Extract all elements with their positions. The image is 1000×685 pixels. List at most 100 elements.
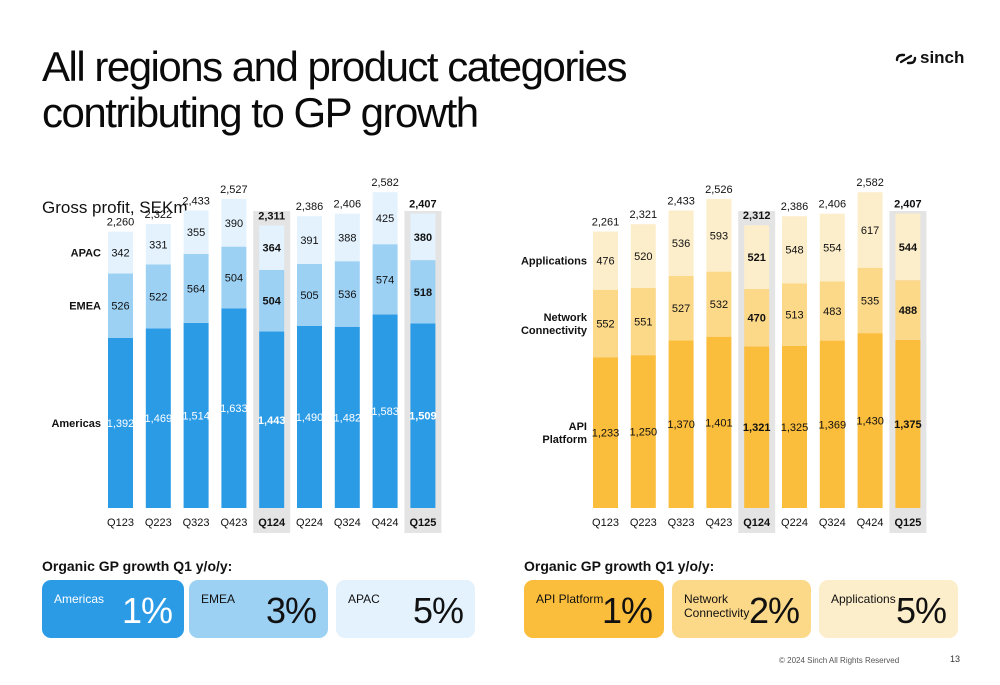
bar-label-Q323-2: 355 bbox=[187, 227, 205, 239]
bar-label-Q324-1: 536 bbox=[338, 289, 356, 301]
bar-americas-Q125 bbox=[410, 323, 436, 508]
bar-label-Q124-1: 470 bbox=[748, 313, 766, 325]
bar-network-connectivity-Q124 bbox=[744, 288, 770, 347]
bar-label-Q324-2: 554 bbox=[823, 243, 841, 255]
bar-emea-Q123 bbox=[108, 273, 133, 338]
logo-text: sinch bbox=[920, 48, 965, 67]
bar-label-Q323-0: 1,370 bbox=[667, 419, 695, 431]
bar-label-Q324-0: 1,369 bbox=[819, 419, 847, 431]
bar-label-Q424-0: 1,430 bbox=[856, 416, 884, 428]
bar-label-Q125-2: 544 bbox=[899, 242, 918, 254]
x-tick-label-Q125: Q125 bbox=[894, 517, 921, 529]
bar-label-Q424-1: 535 bbox=[861, 295, 879, 307]
bar-apac-Q424 bbox=[372, 192, 398, 245]
bar-americas-Q223 bbox=[145, 328, 171, 508]
bar-americas-Q324 bbox=[334, 326, 360, 508]
x-tick-label-Q323: Q323 bbox=[668, 517, 695, 529]
total-label-Q323: 2,433 bbox=[667, 195, 695, 207]
bar-network-connectivity-Q324 bbox=[819, 281, 845, 341]
bar-label-Q123-1: 552 bbox=[596, 318, 614, 330]
bar-emea-Q424 bbox=[372, 244, 398, 315]
bar-label-Q124-2: 521 bbox=[748, 252, 766, 264]
bar-api-platform-Q123 bbox=[593, 357, 618, 508]
bar-label-Q223-2: 331 bbox=[149, 239, 167, 251]
bar-label-Q125-1: 518 bbox=[414, 287, 432, 299]
bar-label-Q224-2: 548 bbox=[785, 245, 803, 257]
title-line-1: All regions and product categories bbox=[42, 43, 628, 90]
total-label-Q424: 2,582 bbox=[856, 177, 884, 189]
bar-label-Q324-0: 1,482 bbox=[334, 412, 362, 424]
total-label-Q123: 2,260 bbox=[107, 217, 135, 229]
bar-americas-Q424 bbox=[372, 314, 398, 508]
x-tick-label-Q424: Q424 bbox=[372, 517, 399, 529]
bar-api-platform-Q224 bbox=[782, 345, 807, 508]
x-tick-label-Q125: Q125 bbox=[409, 517, 436, 529]
bar-apac-Q224 bbox=[297, 216, 322, 265]
bar-emea-Q125 bbox=[410, 260, 436, 324]
growth-card-value: 1% bbox=[121, 590, 173, 631]
total-label-Q125: 2,407 bbox=[409, 199, 437, 211]
x-tick-label-Q223: Q223 bbox=[145, 517, 172, 529]
bar-applications-Q125 bbox=[895, 213, 921, 281]
bar-label-Q123-1: 526 bbox=[111, 301, 129, 313]
bar-emea-Q324 bbox=[334, 261, 360, 327]
x-tick-label-Q124: Q124 bbox=[258, 517, 286, 529]
bar-applications-Q424 bbox=[857, 192, 883, 268]
bar-api-platform-Q125 bbox=[895, 339, 921, 508]
growth-card-label: Network Connectivity bbox=[684, 592, 750, 620]
bar-label-Q223-1: 522 bbox=[149, 291, 167, 303]
bar-network-connectivity-Q423 bbox=[706, 271, 732, 337]
x-tick-label-Q423: Q423 bbox=[705, 517, 732, 529]
bar-applications-Q324 bbox=[819, 213, 845, 282]
bar-label-Q124-0: 1,321 bbox=[743, 422, 771, 434]
bar-label-Q424-0: 1,583 bbox=[371, 406, 399, 418]
total-label-Q423: 2,526 bbox=[705, 184, 733, 196]
bar-applications-Q224 bbox=[782, 216, 807, 284]
total-label-Q323: 2,433 bbox=[182, 195, 210, 207]
bar-label-Q423-1: 532 bbox=[710, 299, 728, 311]
growth-card-label: Americas bbox=[54, 592, 105, 606]
bar-label-Q424-2: 425 bbox=[376, 213, 394, 225]
bar-label-Q125-0: 1,375 bbox=[894, 419, 922, 431]
bar-label-Q224-0: 1,325 bbox=[781, 422, 809, 434]
bar-label-Q423-0: 1,401 bbox=[705, 417, 733, 429]
bar-apac-Q324 bbox=[334, 213, 360, 262]
x-tick-label-Q123: Q123 bbox=[592, 517, 619, 529]
bar-label-Q323-0: 1,514 bbox=[182, 410, 210, 422]
bar-label-Q423-0: 1,633 bbox=[220, 403, 248, 415]
bar-label-Q223-1: 551 bbox=[634, 316, 652, 328]
bar-label-Q223-2: 520 bbox=[634, 251, 652, 263]
growth-card-network-connectivity: Network Connectivity 2% bbox=[672, 580, 811, 638]
x-tick-label-Q224: Q224 bbox=[781, 517, 808, 529]
x-tick-label-Q223: Q223 bbox=[630, 517, 657, 529]
bar-network-connectivity-Q224 bbox=[782, 283, 807, 346]
bar-label-Q323-1: 527 bbox=[672, 303, 690, 315]
bar-apac-Q123 bbox=[108, 231, 133, 274]
bar-apac-Q223 bbox=[145, 224, 171, 265]
bar-apac-Q423 bbox=[221, 198, 247, 247]
title-line-2: contributing to GP growth bbox=[42, 89, 479, 136]
bar-label-Q223-0: 1,469 bbox=[145, 413, 173, 425]
gross-profit-label: Gross profit, SEKm bbox=[42, 198, 188, 217]
bar-api-platform-Q324 bbox=[819, 340, 845, 508]
bar-americas-Q224 bbox=[297, 325, 322, 508]
bar-network-connectivity-Q125 bbox=[895, 280, 921, 340]
bar-label-Q423-2: 593 bbox=[710, 230, 728, 242]
growth-card-emea: EMEA 3% bbox=[189, 580, 328, 638]
x-tick-label-Q224: Q224 bbox=[296, 517, 323, 529]
bar-label-Q125-1: 488 bbox=[899, 305, 917, 317]
bar-label-Q423-1: 504 bbox=[225, 272, 243, 284]
right-growth-label: Organic GP growth Q1 y/o/y: bbox=[524, 558, 715, 574]
bar-emea-Q124 bbox=[259, 269, 285, 332]
bar-label-Q123-0: 1,233 bbox=[592, 428, 620, 440]
bar-api-platform-Q424 bbox=[857, 333, 883, 508]
page-number: 13 bbox=[950, 654, 961, 664]
bar-api-platform-Q323 bbox=[668, 340, 694, 508]
series-label-0: Americas bbox=[51, 418, 101, 430]
x-tick-label-Q323: Q323 bbox=[183, 517, 210, 529]
bar-label-Q123-2: 342 bbox=[111, 248, 129, 260]
total-label-Q223: 2,321 bbox=[630, 209, 658, 221]
growth-card-applications: Applications 5% bbox=[819, 580, 958, 638]
bar-emea-Q423 bbox=[221, 246, 247, 309]
x-tick-label-Q423: Q423 bbox=[220, 517, 247, 529]
